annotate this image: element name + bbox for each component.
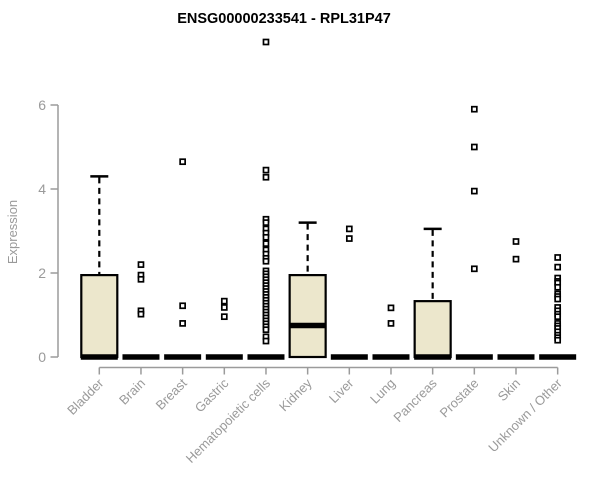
outlier-point-lung bbox=[387, 304, 395, 312]
outlier-point-liver bbox=[345, 235, 353, 242]
outlier-point-unknown-other bbox=[554, 283, 562, 291]
iqr-box-bladder bbox=[80, 274, 119, 359]
outlier-point-unknown-other bbox=[554, 254, 562, 261]
x-tick-label-kidney: Kidney bbox=[276, 375, 315, 414]
box-group-lung bbox=[372, 304, 410, 360]
collapsed-box-unknown-other bbox=[539, 354, 577, 360]
outlier-point-hematopoietic-cells bbox=[262, 326, 270, 334]
iqr-box-kidney bbox=[288, 274, 327, 359]
box-group-unknown-other bbox=[539, 254, 577, 360]
outlier-point-hematopoietic-cells bbox=[262, 166, 270, 174]
box-group-prostate bbox=[455, 105, 493, 360]
outlier-point-breast bbox=[179, 320, 186, 327]
chart-title: ENSG00000233541 - RPL31P47 bbox=[177, 11, 391, 27]
outlier-point-prostate bbox=[470, 187, 478, 195]
outlier-point-hematopoietic-cells bbox=[262, 257, 270, 265]
outlier-point-hematopoietic-cells bbox=[262, 219, 270, 226]
y-tick-label: 4 bbox=[38, 181, 46, 197]
outlier-point-hematopoietic-cells bbox=[262, 240, 270, 247]
outlier-point-hematopoietic-cells bbox=[262, 337, 270, 345]
box-group-hematopoietic-cells bbox=[247, 38, 285, 360]
collapsed-box-hematopoietic-cells bbox=[247, 354, 285, 360]
iqr-box-pancreas bbox=[413, 300, 452, 359]
collapsed-box-brain bbox=[122, 354, 160, 360]
x-tick-label-gastric: Gastric bbox=[192, 375, 232, 415]
outlier-point-skin bbox=[512, 238, 520, 245]
outlier-point-prostate bbox=[470, 105, 478, 113]
y-tick-label: 6 bbox=[38, 97, 46, 113]
outlier-point-lung bbox=[387, 320, 395, 327]
median-line-pancreas bbox=[414, 354, 452, 360]
outlier-point-prostate bbox=[470, 143, 478, 151]
outlier-point-prostate bbox=[470, 265, 478, 273]
outlier-point-gastric bbox=[220, 313, 228, 321]
x-tick-label-bladder: Bladder bbox=[64, 375, 107, 418]
collapsed-box-breast bbox=[164, 354, 202, 360]
box-group-gastric bbox=[205, 297, 243, 360]
outlier-point-brain bbox=[137, 275, 145, 283]
box-group-kidney bbox=[288, 221, 327, 359]
outlier-point-skin bbox=[512, 255, 520, 263]
x-tick-label-pancreas: Pancreas bbox=[390, 375, 440, 425]
outlier-point-gastric bbox=[220, 297, 228, 305]
y-tick-label: 2 bbox=[38, 265, 46, 281]
box-group-skin bbox=[497, 238, 535, 360]
outlier-point-unknown-other bbox=[554, 313, 562, 321]
outlier-point-breast bbox=[179, 158, 186, 166]
x-tick-label-prostate: Prostate bbox=[437, 376, 482, 421]
collapsed-box-gastric bbox=[205, 354, 243, 360]
box-group-breast bbox=[164, 158, 202, 360]
collapsed-box-lung bbox=[372, 354, 410, 360]
outlier-point-gastric bbox=[220, 304, 228, 311]
box-group-bladder bbox=[80, 175, 119, 360]
box-group-pancreas bbox=[413, 227, 452, 360]
collapsed-box-prostate bbox=[455, 354, 493, 360]
outlier-point-hematopoietic-cells bbox=[262, 233, 270, 241]
outlier-point-liver bbox=[345, 225, 353, 233]
x-tick-label-liver: Liver bbox=[326, 375, 357, 406]
y-axis-title: Expression bbox=[5, 200, 20, 264]
outlier-point-breast bbox=[179, 302, 186, 310]
collapsed-box-skin bbox=[497, 354, 535, 360]
outlier-point-hematopoietic-cells bbox=[262, 173, 270, 181]
x-tick-label-unknown-other: Unknown / Other bbox=[485, 375, 565, 455]
x-tick-label-lung: Lung bbox=[367, 376, 398, 407]
x-tick-label-breast: Breast bbox=[153, 375, 190, 412]
y-tick-label: 0 bbox=[38, 349, 46, 365]
outlier-point-unknown-other bbox=[554, 263, 562, 271]
outlier-point-brain bbox=[137, 261, 145, 268]
box-group-liver bbox=[330, 225, 368, 360]
collapsed-box-liver bbox=[330, 354, 368, 360]
outlier-point-unknown-other bbox=[554, 336, 562, 344]
x-tick-label-skin: Skin bbox=[495, 376, 523, 404]
median-line-bladder bbox=[80, 354, 118, 360]
outlier-point-hematopoietic-cells bbox=[262, 38, 270, 46]
outlier-point-brain bbox=[137, 310, 145, 318]
x-tick-label-brain: Brain bbox=[116, 376, 148, 408]
outlier-point-unknown-other bbox=[554, 295, 562, 303]
box-group-brain bbox=[122, 261, 160, 360]
median-line-kidney bbox=[289, 322, 327, 329]
